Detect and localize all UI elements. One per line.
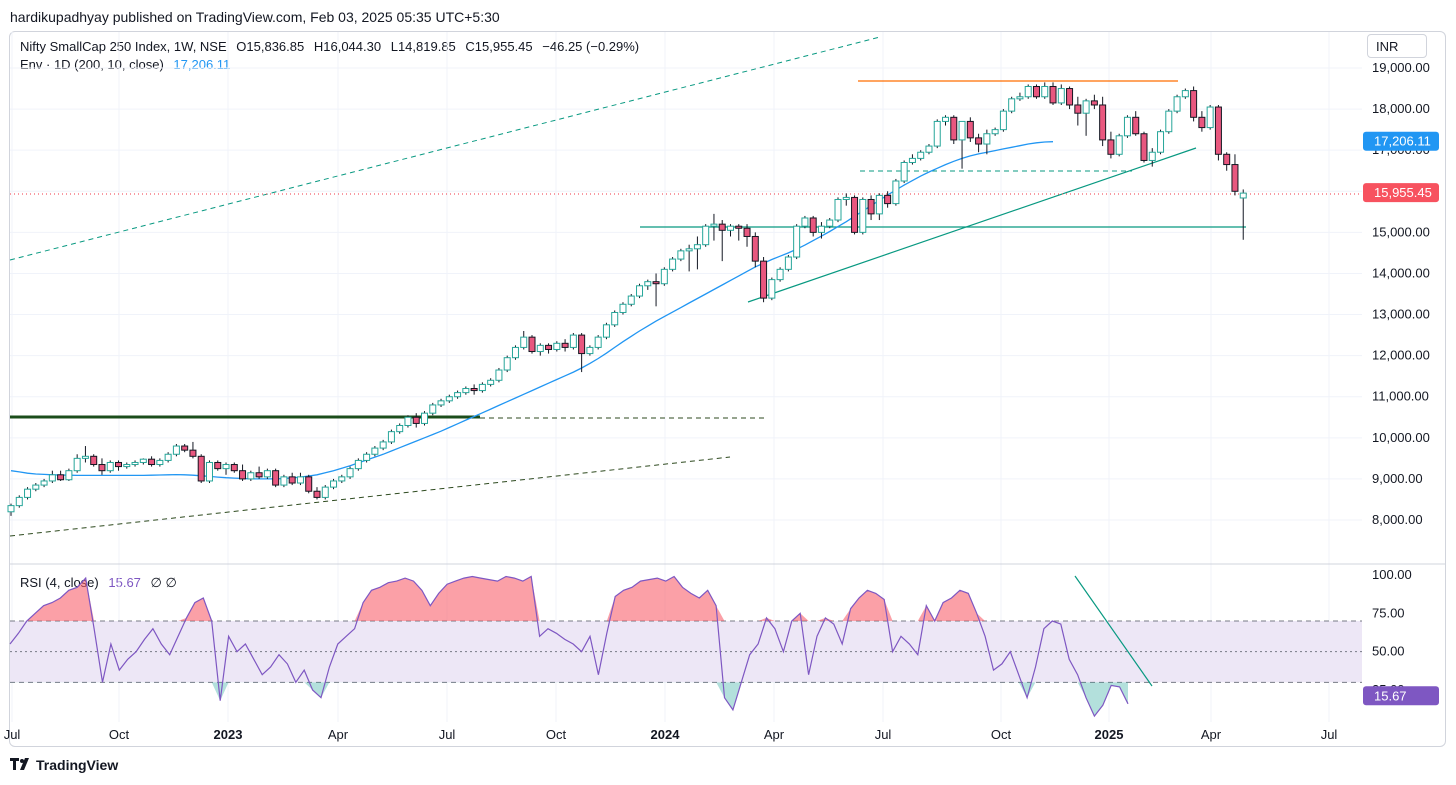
env-legend: Env · 1D (200, 10, close) 17,206.11 [20, 57, 236, 72]
symbol-label[interactable]: Nifty SmallCap 250 Index, 1W, NSE [20, 39, 227, 54]
env-value: 17,206.11 [173, 57, 231, 72]
currency-selector[interactable]: INR [1367, 34, 1427, 58]
tradingview-logo-icon [10, 758, 32, 772]
publisher-line: hardikupadhyay published on TradingView.… [10, 9, 500, 25]
rsi-label[interactable]: RSI (4, close) [20, 575, 99, 590]
high-value: H16,044.30 [313, 39, 382, 54]
low-value: L14,819.85 [390, 39, 456, 54]
footer-brand[interactable]: TradingView [10, 757, 118, 773]
rsi-extra: ∅ ∅ [150, 575, 177, 590]
rsi-legend: RSI (4, close) 15.67 ∅ ∅ [20, 575, 183, 591]
footer-brand-label: TradingView [36, 757, 119, 773]
change-value: −46.25 (−0.29%) [542, 39, 640, 54]
rsi-legend-value: 15.67 [108, 575, 141, 590]
env-label[interactable]: Env · 1D (200, 10, close) [20, 57, 164, 72]
close-value: C15,955.45 [465, 39, 533, 54]
open-value: O15,836.85 [236, 39, 305, 54]
ohlc-legend: Nifty SmallCap 250 Index, 1W, NSE O15,83… [20, 39, 645, 54]
chart-frame [9, 31, 1446, 747]
